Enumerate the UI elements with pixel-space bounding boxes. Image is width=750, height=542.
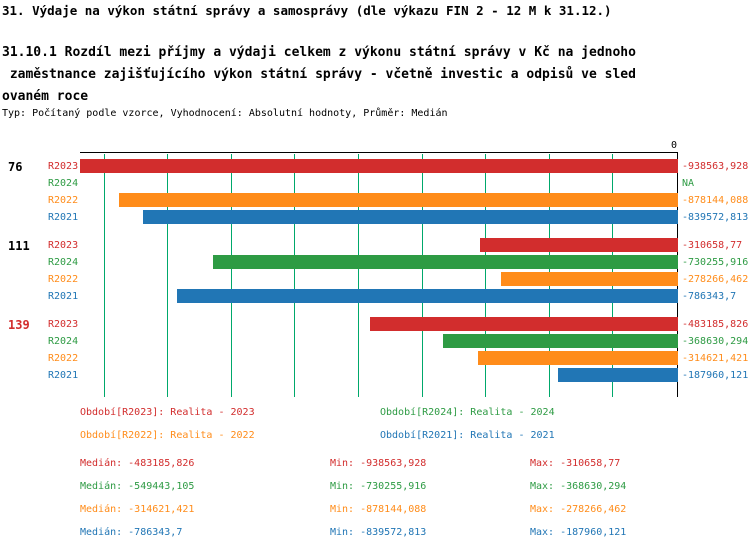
legend-item: Období[R2021]: Realita - 2021 (380, 430, 555, 441)
stat-median: Medián: -549443,105 (80, 481, 195, 492)
bar (558, 368, 678, 382)
stat-min: Min: -730255,916 (330, 481, 427, 492)
series-row: R2023 -310658,77 (0, 237, 750, 254)
indicator-subtitle: 31.10.1 Rozdíl mezi příjmy a výdaji celk… (2, 45, 636, 104)
bar-track (80, 159, 678, 173)
series-row: R2024 -368630,294 (0, 333, 750, 350)
series-label: R2022 (48, 353, 79, 364)
gridline (294, 154, 296, 397)
stat-max: Max: -187960,121 (530, 527, 627, 538)
group-label: 76 (8, 160, 23, 174)
stat-median: Medián: -483185,826 (80, 458, 195, 469)
group-label: 111 (8, 239, 30, 253)
bar (177, 289, 678, 303)
bar (212, 255, 678, 269)
series-row: R2024 -730255,916 (0, 254, 750, 271)
series-row: R2022 -278266,462 (0, 271, 750, 288)
series-row: R2024 NA (0, 175, 750, 192)
stat-max: Max: -278266,462 (530, 504, 627, 515)
stat-max: Max: -310658,77 (530, 458, 621, 469)
bar-track (80, 176, 678, 190)
value-label: -938563,928 (682, 161, 749, 172)
chart-group: 111 R2023 -310658,77 R2024 -730255,916 R2022 -… (0, 237, 750, 305)
bar (480, 238, 678, 252)
value-label: -483185,826 (682, 319, 749, 330)
bar (118, 193, 678, 207)
value-label: NA (682, 178, 695, 189)
gridline (230, 154, 232, 397)
legend-item: Období[R2024]: Realita - 2024 (380, 407, 555, 418)
value-label: -839572,813 (682, 212, 749, 223)
legend: Období[R2023]: Realita - 2023 Období[R202… (0, 407, 750, 447)
series-row: R2023 -938563,928 (0, 158, 750, 175)
gridline (167, 154, 169, 397)
indicator-meta: Typ: Počítaný podle vzorce, Vyhodnocení:… (2, 108, 448, 119)
series-label: R2023 (48, 319, 79, 330)
value-label: -786343,7 (682, 291, 737, 302)
value-label: -368630,294 (682, 336, 749, 347)
series-row: R2021 -786343,7 (0, 288, 750, 305)
series-label: R2021 (48, 370, 79, 381)
value-label: -314621,421 (682, 353, 749, 364)
series-label: R2022 (48, 195, 79, 206)
gridline (485, 154, 487, 397)
series-label: R2024 (48, 178, 79, 189)
bar-track (80, 368, 678, 382)
series-row: R2022 -878144,088 (0, 192, 750, 209)
bar-track (80, 255, 678, 269)
value-label: -878144,088 (682, 195, 749, 206)
gridline (357, 154, 359, 397)
series-label: R2024 (48, 336, 79, 347)
stats-panel: Medián: -483185,826 Min: -938563,928 Max: … (0, 458, 750, 542)
bar-track (80, 289, 678, 303)
value-label: -278266,462 (682, 274, 749, 285)
bar (500, 272, 678, 286)
bar-track (80, 210, 678, 224)
stat-min: Min: -878144,088 (330, 504, 427, 515)
chart-group: 76 R2023 -938563,928 R2024 NA R2022 -878144,08… (0, 158, 750, 226)
stat-max: Max: -368630,294 (530, 481, 627, 492)
gridline (103, 154, 105, 397)
value-label: -310658,77 (682, 240, 743, 251)
series-label: R2021 (48, 212, 79, 223)
bar (477, 351, 678, 365)
gridline (421, 154, 423, 397)
series-row: R2021 -839572,813 (0, 209, 750, 226)
report-title: 31. Výdaje na výkon státní správy a samo… (2, 3, 612, 18)
legend-item: Období[R2022]: Realita - 2022 (80, 430, 255, 441)
chart-group: 139 R2023 -483185,826 R2024 -368630,294 R2022… (0, 316, 750, 384)
bar-track (80, 193, 678, 207)
bar (443, 334, 678, 348)
bar (80, 159, 678, 173)
stat-min: Min: -938563,928 (330, 458, 427, 469)
bar (143, 210, 678, 224)
value-label: -730255,916 (682, 257, 749, 268)
series-row: R2023 -483185,826 (0, 316, 750, 333)
bar-chart: 0 76 R2023 -938563,928 R2024 NA R2022 -878144,… (0, 140, 750, 404)
series-label: R2024 (48, 257, 79, 268)
stat-min: Min: -839572,813 (330, 527, 427, 538)
zero-tick-label: 0 (670, 140, 677, 151)
series-label: R2023 (48, 161, 79, 172)
series-label: R2023 (48, 240, 79, 251)
series-row: R2021 -187960,121 (0, 367, 750, 384)
stat-median: Medián: -314621,421 (80, 504, 195, 515)
series-label: R2022 (48, 274, 79, 285)
series-row: R2022 -314621,421 (0, 350, 750, 367)
bar-track (80, 238, 678, 252)
bar (370, 317, 678, 331)
stat-median: Medián: -786343,7 (80, 527, 183, 538)
bar-track (80, 334, 678, 348)
series-label: R2021 (48, 291, 79, 302)
value-label: -187960,121 (682, 370, 749, 381)
chart-rows: 76 R2023 -938563,928 R2024 NA R2022 -878144,08… (0, 158, 750, 395)
group-label: 139 (8, 318, 30, 332)
legend-item: Období[R2023]: Realita - 2023 (80, 407, 255, 418)
bar-track (80, 272, 678, 286)
bar-track (80, 317, 678, 331)
bar-track (80, 351, 678, 365)
